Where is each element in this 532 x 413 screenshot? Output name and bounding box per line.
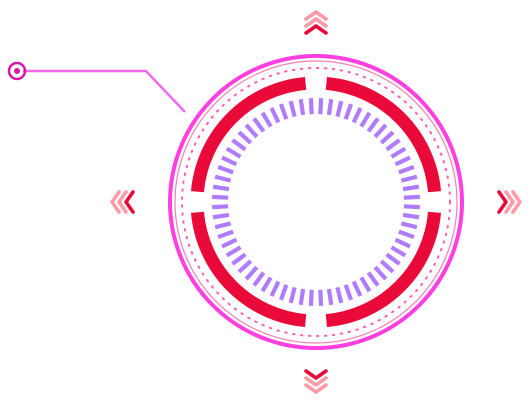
tick-mark — [231, 138, 247, 152]
chevron-stroke — [304, 24, 328, 35]
tick-mark — [373, 265, 388, 281]
segmented-ring — [190, 76, 442, 328]
segment-arc — [325, 76, 442, 193]
tick-mark — [366, 271, 380, 287]
tick-mark — [298, 288, 306, 306]
tick-mark — [379, 130, 395, 145]
tick-mark — [359, 276, 372, 293]
tick-mark — [343, 103, 354, 120]
tick-mark — [379, 259, 395, 274]
tick-mark — [308, 289, 314, 306]
tick-mark — [402, 184, 420, 192]
tick-mark — [231, 252, 247, 266]
tick-mark — [260, 111, 273, 128]
tick-mark — [212, 204, 229, 210]
tick-mark — [403, 194, 420, 200]
chevron-stroke — [304, 369, 328, 380]
tick-mark — [278, 103, 289, 120]
chevron-stroke — [497, 190, 508, 214]
chevron-stroke — [504, 190, 515, 214]
segment-arc — [325, 211, 442, 328]
tick-mark — [252, 117, 266, 133]
tick-mark — [288, 100, 297, 118]
tick-mark — [214, 174, 232, 183]
tick-mark — [244, 265, 259, 281]
tick-mark — [385, 252, 401, 266]
chevron-stroke — [117, 190, 128, 214]
tick-mark — [394, 155, 411, 167]
tick-mark — [252, 271, 266, 287]
tick-mark — [359, 111, 372, 128]
tick-mark — [298, 98, 306, 116]
tick-mark — [212, 194, 229, 200]
chevron-stroke — [304, 10, 328, 21]
tick-mark — [221, 237, 238, 249]
tick-mark — [343, 284, 354, 301]
tick-mark — [351, 107, 363, 124]
outer-ring-inner-edge — [174, 60, 458, 344]
chevron-stroke — [110, 190, 121, 214]
chevrons-up-icon — [304, 10, 328, 35]
chevrons-left-icon — [110, 190, 135, 214]
tick-mark — [244, 123, 259, 139]
chevron-stroke — [304, 383, 328, 394]
outer-ring — [168, 54, 464, 350]
tick-mark — [326, 98, 334, 116]
chevrons-down-icon — [304, 369, 328, 394]
segment-arc — [190, 76, 307, 193]
tick-mark — [335, 286, 344, 304]
tick-mark — [212, 212, 230, 220]
dotted-ring — [181, 67, 451, 337]
tick-mark — [221, 155, 238, 167]
tick-mark — [318, 98, 324, 115]
tick-mark — [278, 284, 289, 301]
tick-mark — [225, 146, 242, 159]
tick-mark — [308, 98, 314, 115]
tick-mark — [351, 280, 363, 297]
tick-mark — [260, 276, 273, 293]
tick-mark — [237, 259, 253, 274]
tick-mark — [390, 245, 407, 258]
chevron-stroke — [304, 376, 328, 387]
chevron-stroke — [511, 190, 522, 214]
tick-mark — [326, 288, 334, 306]
chevron-stroke — [124, 190, 135, 214]
tick-ring — [212, 98, 420, 306]
tick-mark — [390, 146, 407, 159]
tick-mark — [269, 280, 281, 297]
connector-node-icon — [7, 61, 27, 81]
tick-mark — [398, 229, 415, 240]
tick-mark — [373, 123, 388, 139]
tick-mark — [269, 107, 281, 124]
tick-mark — [217, 164, 234, 175]
tick-mark — [214, 221, 232, 230]
tick-mark — [400, 174, 418, 183]
tick-mark — [385, 138, 401, 152]
tick-mark — [394, 237, 411, 249]
tick-mark — [212, 184, 230, 192]
tick-mark — [288, 286, 297, 304]
tick-mark — [335, 100, 344, 118]
tick-mark — [366, 117, 380, 133]
tick-mark — [318, 289, 324, 306]
tick-mark — [400, 221, 418, 230]
chevrons-right-icon — [497, 190, 522, 214]
chevron-stroke — [304, 17, 328, 28]
connector-line — [23, 69, 186, 113]
tick-mark — [398, 164, 415, 175]
tick-mark — [225, 245, 242, 258]
tick-mark — [403, 204, 420, 210]
tick-mark — [402, 212, 420, 220]
tick-mark — [217, 229, 234, 240]
segment-arc — [190, 211, 307, 328]
tick-mark — [237, 130, 253, 145]
